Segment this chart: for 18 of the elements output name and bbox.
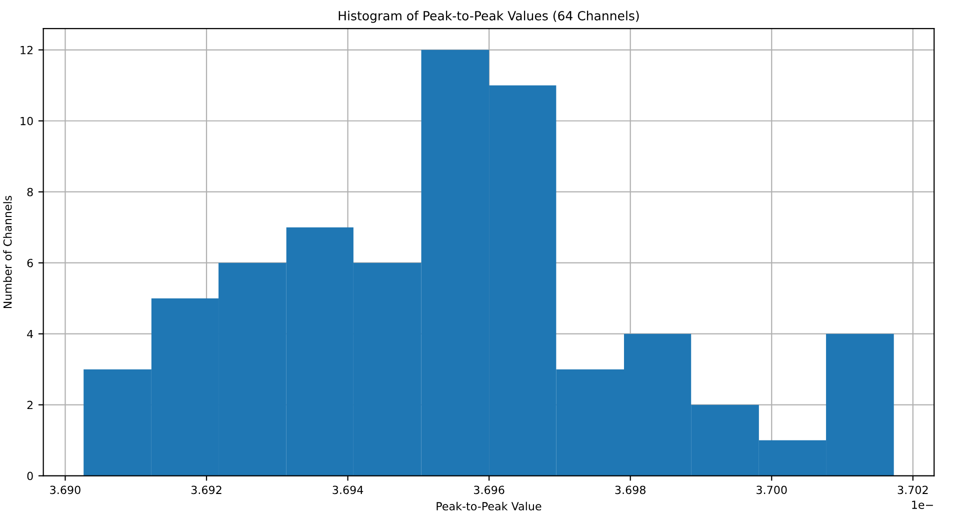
y-axis-title: Number of Channels xyxy=(3,196,12,308)
x-tick-label: 3.700 xyxy=(756,486,787,494)
x-tick-label: 3.694 xyxy=(332,486,364,494)
y-tick-label: 2 xyxy=(27,400,32,410)
x-tick-label: 3.692 xyxy=(191,486,222,494)
y-tick-label: 12 xyxy=(20,46,32,54)
x-tick-label: 3.690 xyxy=(50,486,80,494)
x-axis-title: Peak-to-Peak Value xyxy=(436,502,542,510)
x-tick-label: 3.702 xyxy=(898,486,928,494)
x-tick-label: 3.698 xyxy=(615,486,646,494)
text: 1e− xyxy=(912,500,933,509)
y-tick-label: 10 xyxy=(20,116,33,126)
y-tick-label: 6 xyxy=(27,258,33,268)
y-tick-label: 4 xyxy=(27,330,33,338)
y-tick-label: 8 xyxy=(27,188,33,196)
y-tick-label: 0 xyxy=(27,472,33,480)
chart-title: Histogram of Peak-to-Peak Values (64 Channels) xyxy=(338,10,639,23)
x-tick-label: 3.696 xyxy=(474,486,504,494)
